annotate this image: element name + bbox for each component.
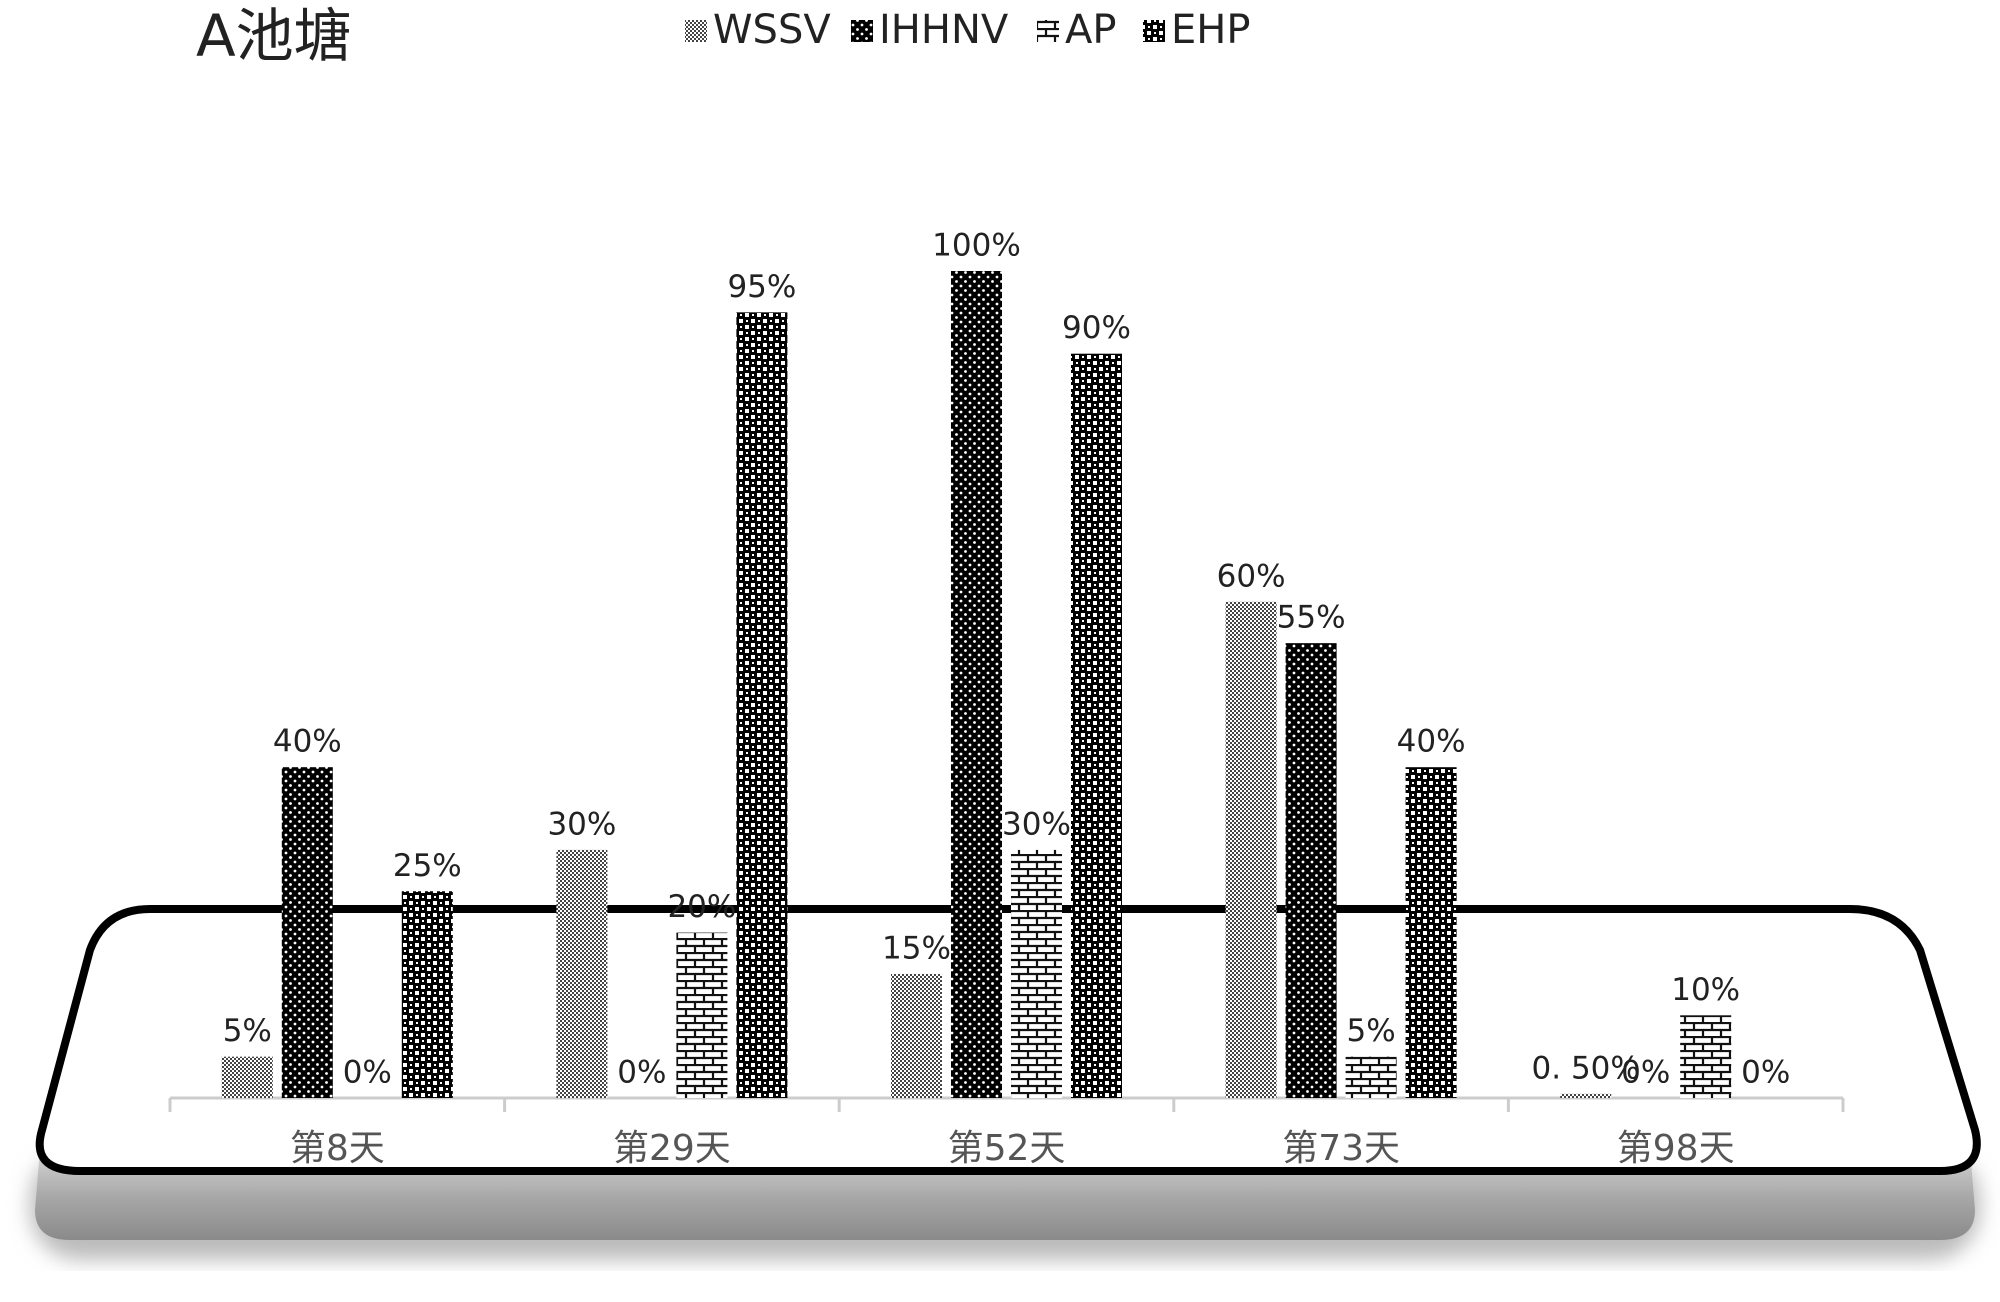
value-label: 55%: [1277, 600, 1346, 636]
x-tick-label: 第98天: [1617, 1128, 1735, 1169]
phone-decoration: [30, 905, 1981, 1260]
bar: [1071, 353, 1122, 1098]
legend-swatch: [1037, 20, 1059, 42]
value-label: 5%: [1347, 1013, 1396, 1049]
value-label: 60%: [1217, 558, 1286, 594]
plot-area: 5% 40% 0% 25% 30% 0% 20% 95% 15% 100% 30% 90% 60% 55%…: [168, 228, 1845, 1112]
bar: [1285, 643, 1337, 1098]
value-label: 0%: [343, 1055, 392, 1091]
legend-swatch: [1143, 20, 1165, 42]
value-label: 100%: [932, 228, 1021, 264]
value-label: 30%: [1002, 806, 1071, 842]
value-label: 15%: [882, 930, 951, 966]
legend-swatch: [851, 20, 873, 42]
legend-label: AP: [1065, 7, 1116, 53]
bar: [951, 271, 1002, 1098]
bar: [1405, 767, 1457, 1098]
x-tick-label: 第29天: [613, 1128, 731, 1169]
bar: [891, 973, 942, 1098]
legend-swatch: [685, 20, 707, 42]
value-label: 25%: [393, 848, 462, 884]
value-label: 0%: [617, 1055, 666, 1091]
bar: [556, 849, 608, 1098]
bar: [1560, 1093, 1612, 1098]
bar: [401, 891, 453, 1098]
legend-label: WSSV: [713, 7, 831, 53]
value-label: 20%: [667, 889, 736, 925]
bar: [221, 1056, 273, 1098]
value-label: 90%: [1062, 310, 1131, 346]
bar: [1345, 1056, 1397, 1098]
bar: [281, 767, 333, 1098]
value-label: 5%: [223, 1013, 272, 1049]
value-label: 10%: [1671, 972, 1740, 1008]
bar: [1011, 849, 1062, 1098]
bar: [1225, 601, 1277, 1098]
value-label: 40%: [1397, 724, 1466, 760]
x-tick-label: 第8天: [290, 1128, 385, 1169]
x-tick-label: 第52天: [948, 1128, 1066, 1169]
value-label: 95%: [727, 269, 796, 305]
legend-label: EHP: [1171, 7, 1250, 53]
bar: [1680, 1015, 1732, 1098]
value-label: 40%: [273, 724, 342, 760]
x-tick-label: 第73天: [1282, 1128, 1400, 1169]
bar: [676, 932, 728, 1098]
value-label: 30%: [547, 806, 616, 842]
legend-label: IHHNV: [879, 7, 1009, 53]
chart-title: A池塘: [196, 2, 352, 70]
value-label: 0%: [1621, 1055, 1670, 1091]
bar: [736, 312, 788, 1099]
value-label: 0. 50%: [1532, 1050, 1640, 1086]
value-label: 0%: [1741, 1055, 1790, 1091]
